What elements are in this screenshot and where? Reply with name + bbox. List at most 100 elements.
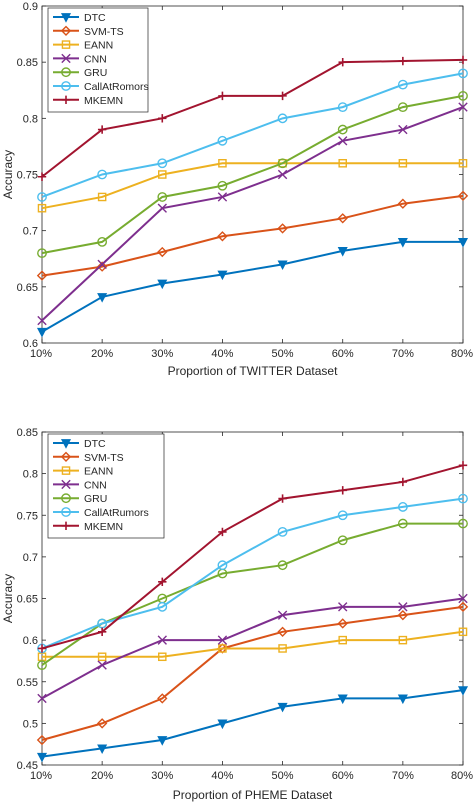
series-line (41, 106, 464, 322)
chart-1: 10% 20% 30% 40% 50% 60% 70% 80% 0.6 0.65 0.7 0.75 0.… (1, 1, 473, 378)
y-tick-label: 0.5 (23, 718, 38, 730)
data-point (337, 510, 348, 521)
data-point (397, 238, 408, 248)
y-tick-label: 0.8 (23, 469, 38, 481)
y-tick-label: 0.65 (17, 282, 38, 294)
series-line (41, 194, 464, 277)
data-point (457, 190, 469, 202)
x-tick-label: 20% (91, 348, 113, 360)
data-point (397, 502, 408, 512)
legend-entry-label: CallAtRomors (84, 81, 149, 93)
chart-2: 10% 20% 30% 40% 50% 60% 70% 80% 0.45 0.5 0.55 0.6 0.… (1, 427, 473, 802)
data-point (458, 493, 468, 504)
x-tick-label: 50% (272, 348, 294, 360)
series-gru (37, 90, 468, 259)
legend-swatch-marker (61, 40, 71, 49)
data-point (337, 618, 348, 629)
data-point (158, 577, 167, 587)
data-point (337, 247, 348, 257)
data-point (338, 602, 348, 612)
data-point (97, 744, 108, 755)
data-point (398, 477, 408, 487)
legend-entry-label: EANN (84, 466, 113, 478)
data-point (458, 593, 468, 604)
data-point (218, 91, 227, 101)
data-point (277, 223, 288, 234)
data-point (337, 535, 348, 546)
data-point (97, 293, 108, 303)
legend-entry-label: CNN (84, 479, 107, 491)
data-point (458, 461, 468, 470)
data-point (397, 79, 408, 90)
data-point (457, 686, 469, 696)
data-point (458, 158, 468, 168)
x-axis-label: Proportion of TWITTER Dataset (168, 364, 339, 378)
data-point (37, 693, 47, 704)
data-point (217, 231, 228, 242)
data-point (278, 91, 287, 101)
y-tick-label: 0.65 (17, 594, 38, 606)
y-tick-label: 0.8 (23, 113, 38, 125)
data-point (96, 261, 108, 272)
legend-swatch-marker (61, 493, 71, 504)
series-line (41, 72, 464, 198)
data-point (97, 125, 107, 134)
data-point (397, 102, 408, 113)
y-axis-label: Accuracy (1, 574, 15, 623)
legend-entry-label: EANN (84, 40, 113, 52)
data-point (218, 644, 227, 653)
x-tick-label: 60% (332, 348, 354, 360)
data-point (397, 518, 408, 529)
series-callatromors (37, 68, 468, 202)
data-point (337, 213, 348, 224)
series-line (41, 497, 464, 650)
data-point (277, 527, 288, 537)
data-point (97, 660, 107, 670)
data-point (97, 169, 108, 180)
legend-swatch-marker (61, 507, 71, 517)
data-point (277, 626, 288, 637)
legend-swatch-marker (61, 95, 71, 104)
data-point (338, 136, 348, 146)
x-tick-label: 40% (211, 770, 233, 782)
series-line (41, 162, 463, 210)
y-tick-label: 0.55 (17, 677, 38, 689)
data-point (217, 719, 228, 730)
data-point (338, 57, 347, 67)
y-tick-label: 0.85 (17, 57, 38, 69)
data-point (217, 560, 228, 571)
data-point (37, 203, 47, 213)
series-line (41, 58, 464, 178)
data-point (457, 238, 469, 248)
data-point (458, 627, 468, 637)
data-point (458, 102, 468, 112)
data-point (278, 494, 287, 503)
data-point (158, 170, 167, 179)
data-point (458, 90, 468, 101)
y-axis-label: Accuracy (1, 150, 15, 199)
series-line (41, 597, 464, 700)
series-eann (37, 627, 468, 662)
legend-swatch-marker (60, 439, 72, 449)
data-point (398, 635, 408, 645)
series-dtc (36, 686, 469, 763)
data-point (278, 644, 287, 653)
data-point (217, 192, 228, 202)
data-point (97, 652, 107, 662)
data-point (277, 113, 288, 124)
x-tick-label: 60% (332, 770, 354, 782)
legend-entry-label: SVM-TS (84, 26, 124, 38)
data-point (277, 702, 288, 713)
data-point (157, 693, 168, 704)
data-point (397, 694, 408, 705)
series-line (41, 689, 464, 758)
data-point (97, 236, 108, 247)
x-tick-label: 30% (151, 770, 173, 782)
data-point (338, 486, 347, 495)
data-point (158, 652, 167, 662)
x-tick-label: 80% (451, 348, 473, 360)
data-point (158, 114, 167, 123)
legend-swatch-marker (61, 479, 71, 490)
